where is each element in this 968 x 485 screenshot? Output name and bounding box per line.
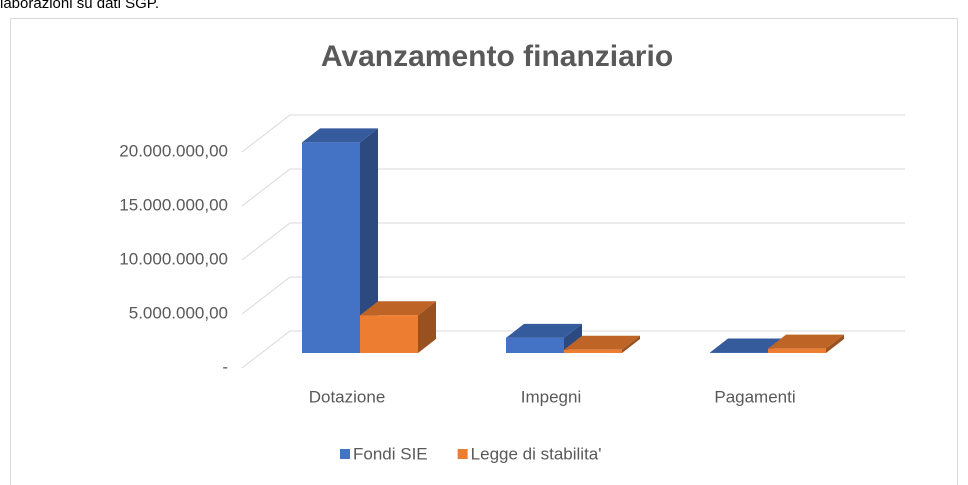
grid-line [241, 330, 905, 369]
bar-top [360, 301, 436, 316]
y-tick-label: - [222, 357, 228, 376]
bar [564, 349, 622, 353]
bar-top [710, 338, 786, 353]
bar-side [360, 128, 378, 353]
bar-top [302, 128, 378, 143]
bar [768, 348, 826, 353]
caption: laborazioni su dati SGP. [0, 0, 159, 12]
chart-title: Avanzamento finanziario [321, 40, 673, 73]
grid-line [241, 168, 905, 207]
bar [710, 352, 768, 353]
grid-line [241, 114, 905, 153]
bar-side [622, 335, 640, 353]
bar [302, 142, 360, 353]
y-tick-label: 15.000.000,00 [119, 195, 228, 214]
legend-swatch [457, 449, 468, 459]
chart-border [10, 18, 958, 485]
bar [360, 315, 418, 353]
legend-label: Legge di stabilita' [471, 444, 602, 463]
bar-top [768, 334, 844, 349]
bar [506, 337, 564, 353]
grid-line [241, 222, 905, 261]
bar-top [506, 323, 582, 338]
x-tick-label: Dotazione [309, 387, 386, 406]
x-tick-label: Pagamenti [714, 387, 795, 406]
y-tick-label: 5.000.000,00 [129, 303, 228, 322]
legend-label: Fondi SIE [353, 444, 428, 463]
bar-side [418, 301, 436, 353]
x-tick-label: Impegni [521, 387, 581, 406]
y-tick-label: 10.000.000,00 [119, 249, 228, 268]
bar-side [564, 323, 582, 353]
legend-swatch [340, 449, 350, 459]
grid-line [241, 276, 905, 315]
bar-side [826, 334, 844, 353]
y-tick-label: 20.000.000,00 [119, 141, 228, 160]
bar-top [564, 335, 640, 350]
